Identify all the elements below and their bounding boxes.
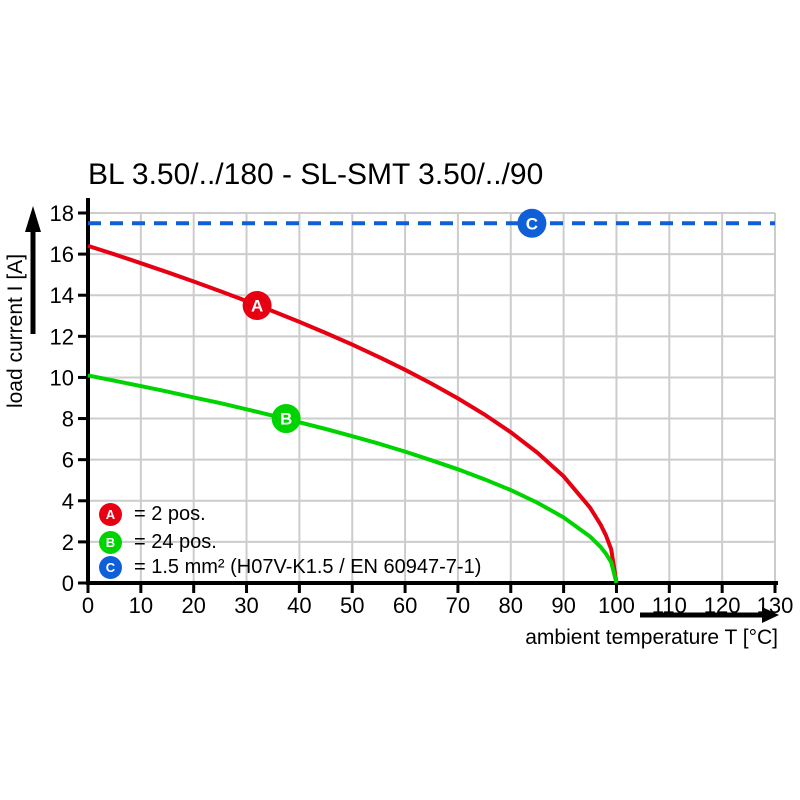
y-tick-label: 12 xyxy=(50,324,74,349)
curve-marker-a-letter: A xyxy=(251,297,263,316)
curve-marker-c-icon xyxy=(517,208,547,238)
chart-title: BL 3.50/../180 - SL-SMT 3.50/../90 xyxy=(88,158,544,191)
x-tick-label: 20 xyxy=(181,593,205,618)
legend-label-b: = 24 pos. xyxy=(134,530,217,553)
curve-marker-a-icon xyxy=(242,291,272,320)
x-tick-label: 30 xyxy=(234,593,258,618)
x-tick-label: 70 xyxy=(446,593,470,618)
y-tick-label: 2 xyxy=(62,530,74,555)
legend-item-b: B = 24 pos. xyxy=(99,530,217,554)
curve-marker-b-letter: B xyxy=(280,410,292,429)
x-axis-arrow-icon xyxy=(640,607,779,623)
curve-marker-b-icon xyxy=(271,404,301,434)
y-tick-label: 6 xyxy=(62,448,74,473)
series-curve-b xyxy=(87,373,619,584)
y-tick-label: 16 xyxy=(50,242,74,267)
y-axis-label: load current I [A] xyxy=(4,253,27,409)
x-tick-label: 100 xyxy=(598,593,635,618)
legend-item-a: A = 2 pos. xyxy=(99,502,206,526)
x-tick-label: 0 xyxy=(82,593,94,618)
series-curve-a xyxy=(87,243,619,584)
legend-item-c: C = 1.5 mm² (H07V-K1.5 / EN 60947-7-1) xyxy=(99,555,481,579)
legend-marker-c-icon: C xyxy=(99,555,122,579)
y-tick-label: 4 xyxy=(62,489,74,514)
x-tick-label: 40 xyxy=(287,593,311,618)
y-tick-label: 8 xyxy=(62,407,74,432)
x-tick-label: 60 xyxy=(393,593,417,618)
y-axis-arrow-icon xyxy=(25,206,41,334)
legend-marker-a-icon: A xyxy=(99,502,122,526)
legend-marker-b-icon: B xyxy=(99,530,122,554)
x-axis-label: ambient temperature T [°C] xyxy=(525,626,778,649)
legend-label-a: = 2 pos. xyxy=(134,502,206,525)
y-tick-label: 14 xyxy=(50,283,74,308)
y-tick-label: 10 xyxy=(50,365,74,390)
legend-label-c: = 1.5 mm² (H07V-K1.5 / EN 60947-7-1) xyxy=(134,555,482,578)
x-tick-label: 50 xyxy=(340,593,364,618)
x-tick-label: 90 xyxy=(551,593,575,618)
y-tick-label: 0 xyxy=(62,571,74,596)
y-tick-label: 18 xyxy=(50,201,74,226)
x-tick-label: 80 xyxy=(499,593,523,618)
curve-marker-c-letter: C xyxy=(526,214,538,233)
x-tick-label: 10 xyxy=(129,593,153,618)
